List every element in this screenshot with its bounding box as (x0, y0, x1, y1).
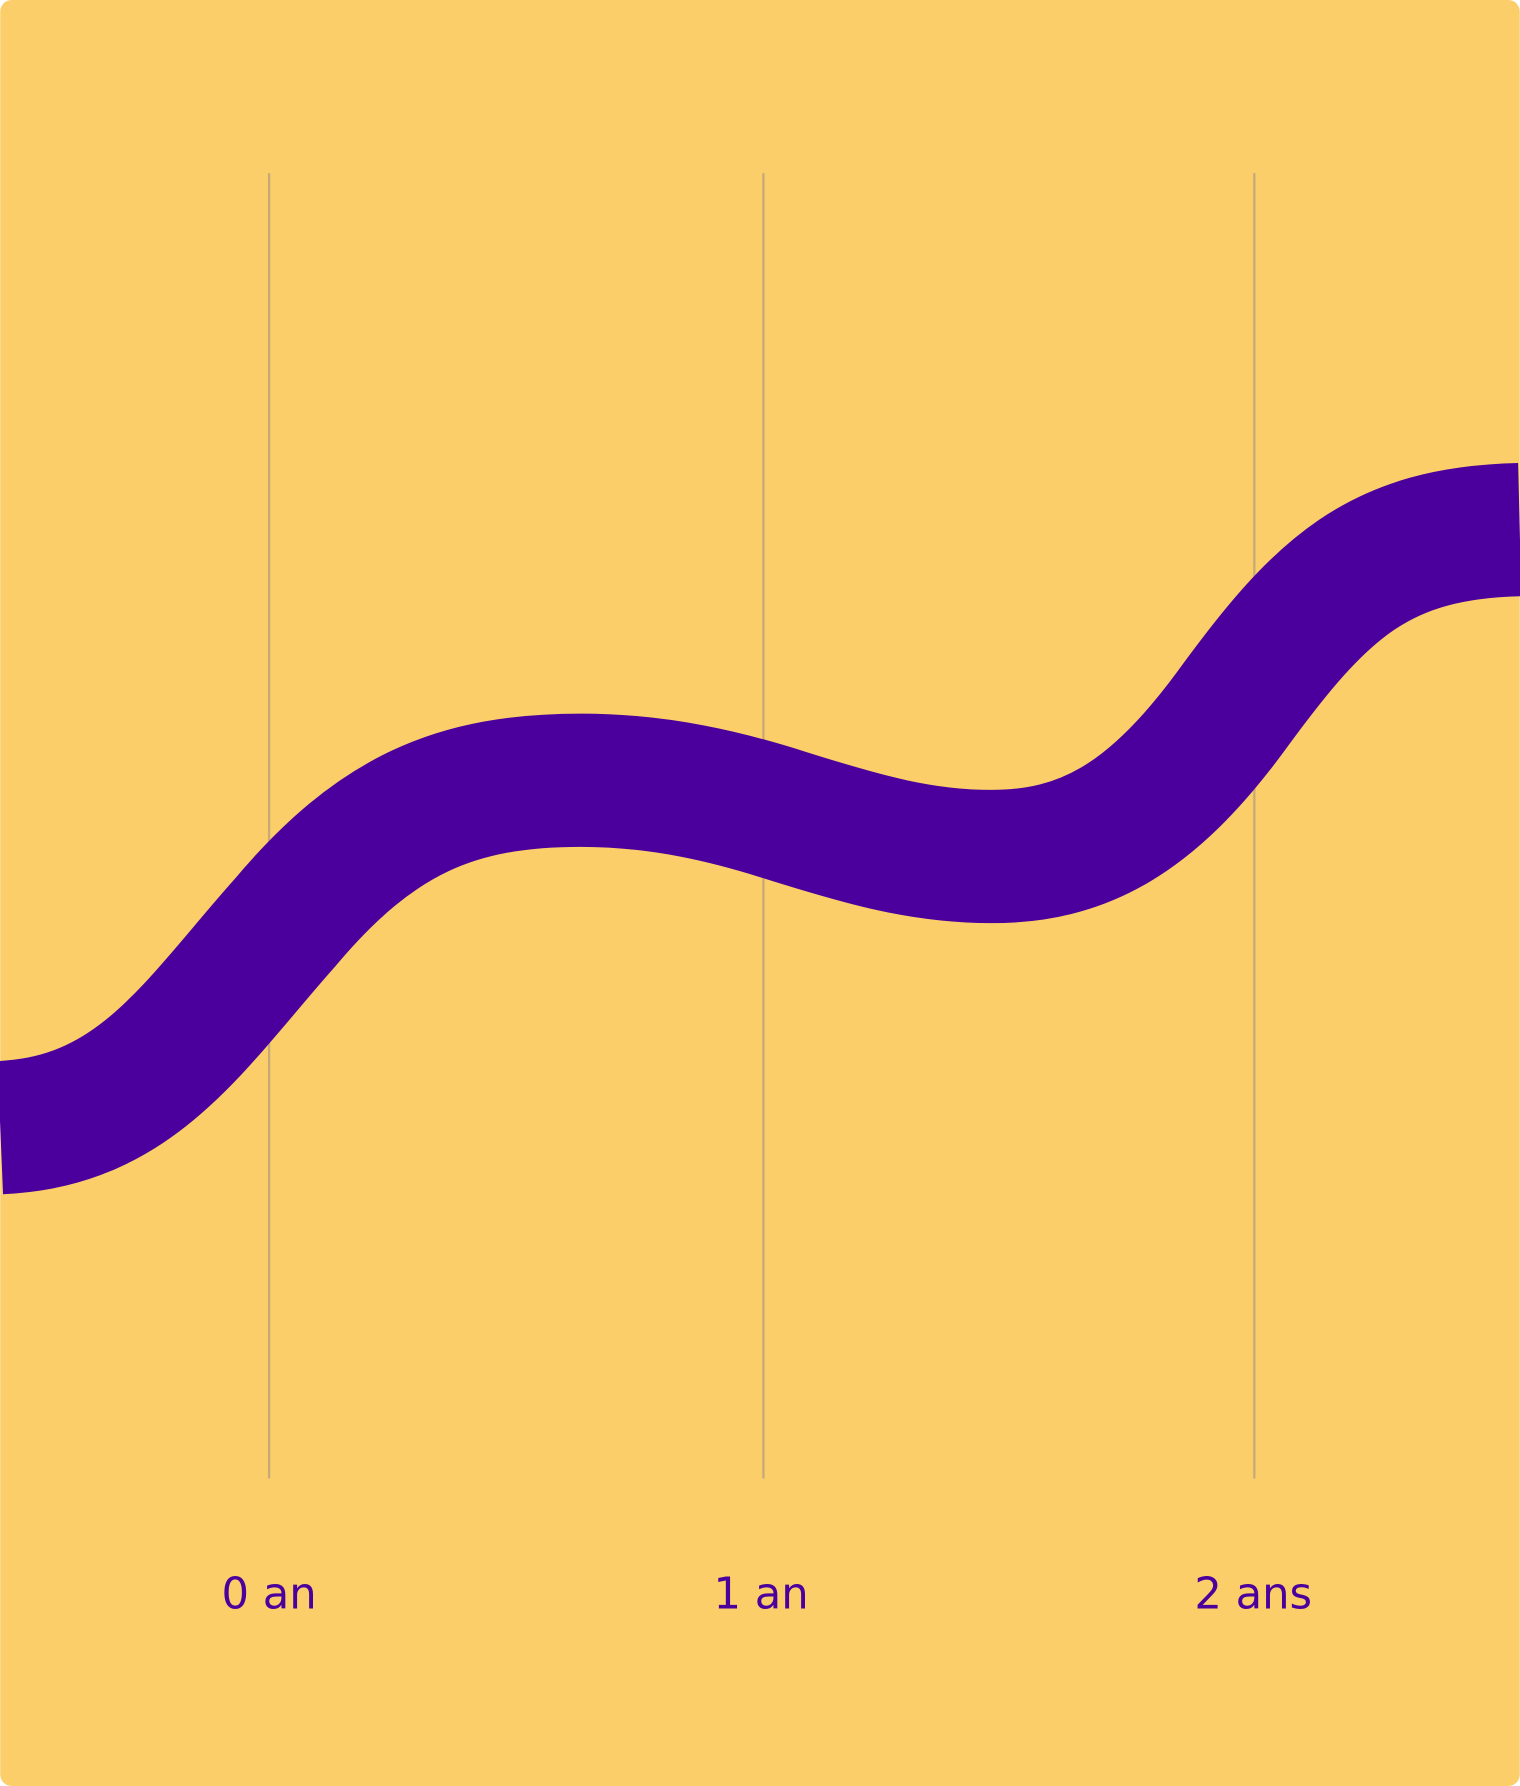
timeline-label: 0 an (221, 1569, 316, 1619)
timeline-label: 1 an (714, 1569, 809, 1619)
growth-wave (0, 463, 1520, 1195)
timeline-label: 2 ans (1194, 1569, 1312, 1619)
